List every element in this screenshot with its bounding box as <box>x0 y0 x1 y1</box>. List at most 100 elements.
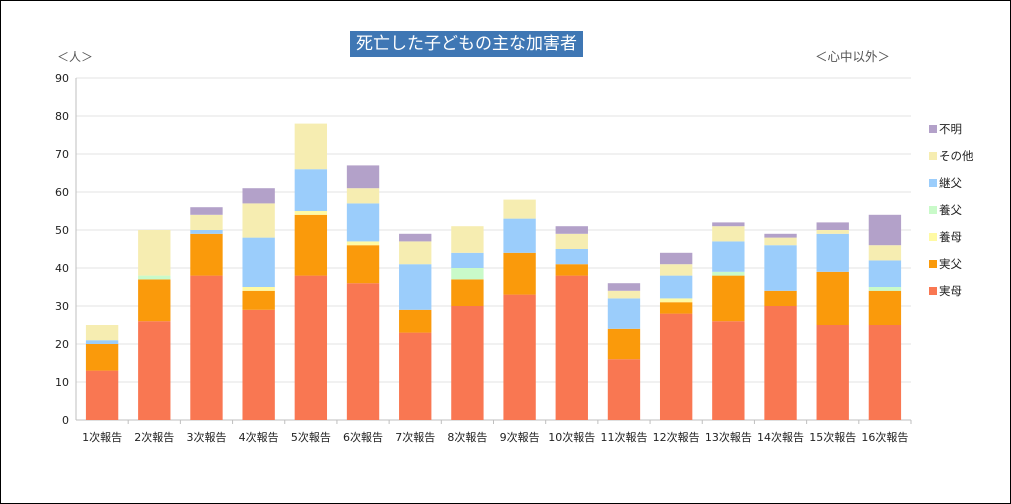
bar-segment <box>503 252 536 295</box>
bar-segment <box>242 309 275 420</box>
x-tick-label: 3次報告 <box>186 430 226 444</box>
bar-segment <box>607 290 641 299</box>
bar-segment <box>242 188 275 204</box>
bar-segment <box>555 249 588 265</box>
bar-segment <box>712 226 745 242</box>
bar-segment <box>399 233 432 242</box>
y-tick-label: 50 <box>55 224 69 237</box>
bar-segment <box>764 245 797 291</box>
bar-segment <box>294 211 328 215</box>
bar-segment <box>138 279 171 322</box>
bar-segment <box>659 264 693 276</box>
bar-segment <box>451 226 484 253</box>
y-tick-label: 70 <box>55 148 69 161</box>
x-tick-label: 9次報告 <box>500 430 540 444</box>
bar-segment <box>503 218 536 253</box>
bar-segment <box>190 233 223 276</box>
bar-segment <box>764 233 797 238</box>
chart-note: ＜心中以外＞ <box>815 49 891 64</box>
bar-segment <box>816 222 849 230</box>
legend-swatch <box>929 179 937 187</box>
bar-segment <box>712 222 745 227</box>
bar-segment <box>555 275 588 420</box>
bar-segment <box>868 214 902 246</box>
bar-segment <box>712 275 745 322</box>
legend-swatch <box>929 287 937 295</box>
chart-title: 死亡した子どもの主な加害者 <box>350 31 583 57</box>
x-tick-label: 5次報告 <box>291 430 331 444</box>
bar-segment <box>659 252 693 265</box>
x-tick-label: 16次報告 <box>861 430 908 444</box>
legend-label: 継父 <box>939 176 962 190</box>
bar-segment <box>138 275 171 280</box>
bar-segment <box>399 332 432 420</box>
bar-segment <box>503 294 536 420</box>
legend-label: 不明 <box>939 122 962 136</box>
bar-segment <box>712 321 745 420</box>
y-tick-label: 80 <box>55 110 69 123</box>
bar-segment <box>294 275 328 420</box>
bar-segment <box>294 169 328 211</box>
bar-segment <box>294 123 328 170</box>
bar-segment <box>451 306 484 420</box>
x-tick-label: 8次報告 <box>447 430 487 444</box>
bar-segment <box>85 325 119 341</box>
x-tick-label: 10次報告 <box>548 430 595 444</box>
bar-segment <box>868 260 902 287</box>
bar-segment <box>451 268 484 280</box>
legend-label: 実父 <box>939 257 962 271</box>
legend-label: その他 <box>939 149 974 163</box>
y-tick-label: 40 <box>55 262 69 275</box>
bar-segment <box>712 271 745 276</box>
legend-swatch <box>929 260 937 268</box>
bar-segment <box>868 325 902 420</box>
legend-label: 養父 <box>939 203 962 217</box>
y-tick-label: 0 <box>62 414 69 427</box>
bar-segment <box>242 203 275 238</box>
bar-segment <box>659 275 693 299</box>
x-tick-label: 13次報告 <box>705 430 752 444</box>
x-tick-label: 7次報告 <box>395 430 435 444</box>
bar-segment <box>659 302 693 314</box>
bar-segment <box>346 165 380 189</box>
bar-segment <box>816 325 849 420</box>
bar-segment <box>868 290 902 325</box>
bar-segment <box>659 313 693 420</box>
bar-segment <box>399 264 432 310</box>
bar-segment <box>190 207 223 215</box>
bar-segment <box>764 290 797 306</box>
bar-segment <box>816 271 849 325</box>
bar-segment <box>868 287 902 291</box>
legend-swatch <box>929 152 937 160</box>
bar-segment <box>294 214 328 276</box>
x-tick-label: 11次報告 <box>600 430 647 444</box>
bar-segment <box>555 233 588 249</box>
bar-segment <box>816 230 849 234</box>
legend-swatch <box>929 233 937 241</box>
y-tick-label: 60 <box>55 186 69 199</box>
x-tick-label: 2次報告 <box>134 430 174 444</box>
bar-segment <box>138 230 171 276</box>
bar-segment <box>868 245 902 261</box>
y-tick-label: 20 <box>55 338 69 351</box>
y-tick-label: 30 <box>55 300 69 313</box>
bar-segment <box>242 237 275 287</box>
bar-segment <box>607 359 641 420</box>
x-tick-label: 14次報告 <box>757 430 804 444</box>
y-tick-label: 90 <box>55 72 69 85</box>
bar-segment <box>712 241 745 272</box>
legend-swatch <box>929 206 937 214</box>
bar-segment <box>85 370 119 420</box>
bar-segment <box>764 306 797 420</box>
legend-label: 実母 <box>939 284 962 298</box>
bar-segment <box>346 203 380 242</box>
bar-segment <box>85 344 119 371</box>
bar-segment <box>607 328 641 360</box>
bar-segment <box>607 298 641 329</box>
bar-segment <box>764 237 797 246</box>
legend-swatch <box>929 125 937 133</box>
bar-segment <box>346 283 380 420</box>
bar-segment <box>85 340 119 344</box>
